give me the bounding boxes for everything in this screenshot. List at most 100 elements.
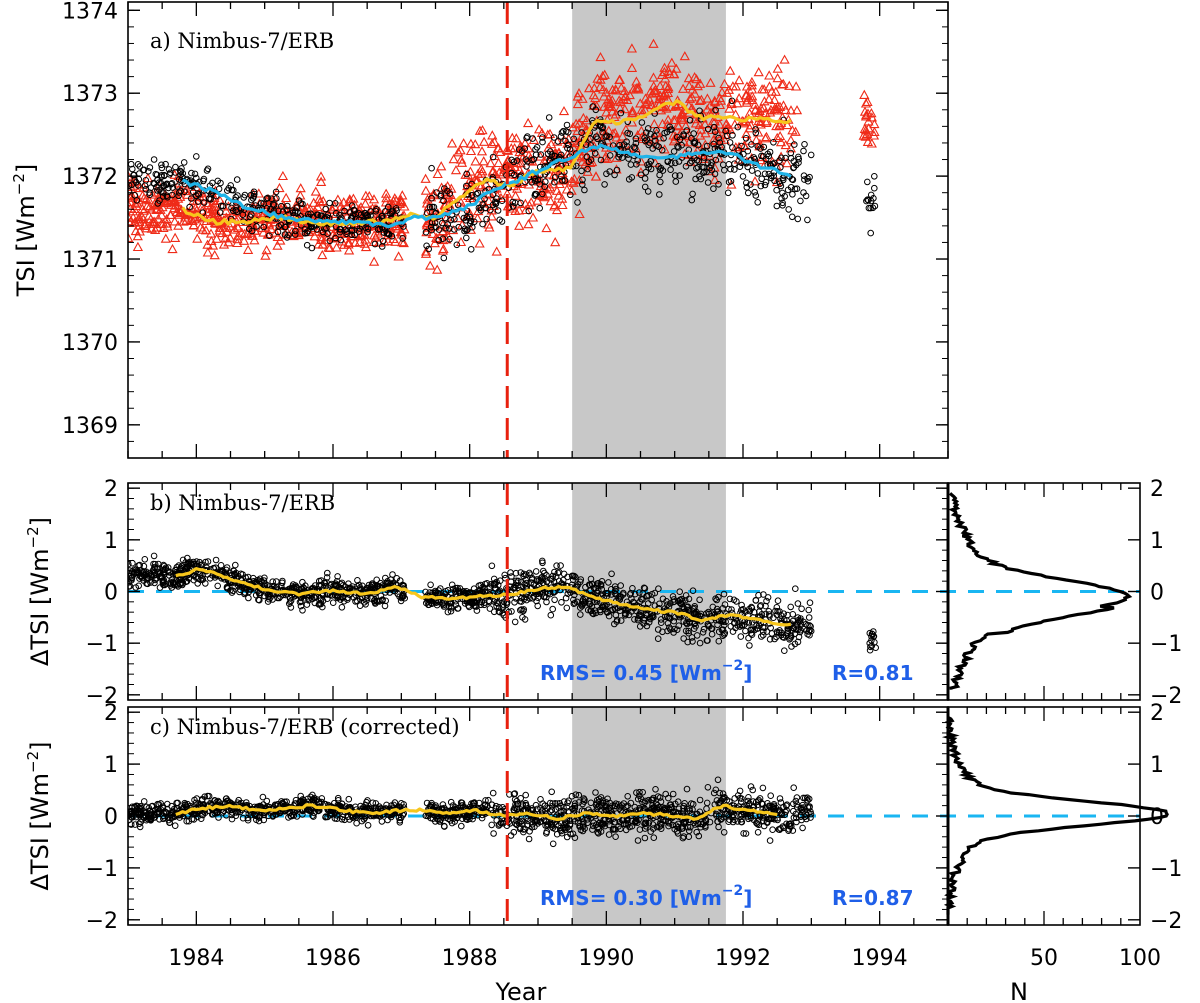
delta-point (767, 792, 775, 800)
tsi-triangle (568, 177, 579, 187)
reference-point (229, 207, 237, 214)
delta-point (232, 561, 239, 569)
delta-point (197, 815, 205, 823)
tsi-triangle (195, 222, 206, 232)
reference-point (172, 163, 179, 171)
reference-point (579, 181, 586, 188)
tsi-triangle (141, 193, 152, 204)
tsi-triangle (313, 239, 324, 249)
delta-point (502, 574, 509, 582)
delta-point (648, 613, 656, 620)
tsi-triangle (214, 225, 225, 235)
delta-point (674, 824, 682, 831)
delta-point (730, 596, 738, 604)
reference-point (289, 209, 297, 216)
reference-point (602, 133, 610, 141)
reference-point (313, 226, 321, 233)
delta-point (490, 830, 497, 837)
tsi-triangle (577, 93, 588, 103)
delta-point (691, 610, 698, 617)
delta-point (495, 608, 503, 615)
delta-point (738, 811, 745, 819)
delta-point (618, 817, 626, 824)
delta-point (319, 597, 327, 605)
reference-point (428, 226, 436, 234)
reference-point (615, 153, 622, 161)
delta-point (439, 600, 446, 608)
tsi-triangle (477, 124, 488, 135)
reference-point (731, 160, 738, 167)
tsi-triangle (583, 82, 595, 93)
delta-point (323, 579, 330, 586)
delta-point (513, 577, 520, 585)
reference-point (570, 135, 578, 143)
tsi-triangle (758, 84, 770, 94)
delta-point (204, 558, 212, 565)
reference-point (175, 189, 183, 196)
reference-point (446, 190, 454, 197)
tsi-triangle (692, 80, 703, 91)
reference-point (551, 178, 558, 186)
tsi-triangle (202, 247, 213, 257)
reference-point (187, 182, 195, 190)
delta-point (169, 580, 177, 587)
tsi-triangle (495, 146, 506, 156)
tsi-triangle (190, 212, 201, 222)
delta-point (866, 639, 874, 647)
reference-point (800, 147, 807, 155)
reference-point (564, 144, 571, 152)
reference-point (270, 201, 278, 209)
delta-point (575, 791, 583, 799)
reference-point (558, 129, 566, 136)
delta-point (144, 815, 152, 823)
delta-point (767, 624, 775, 632)
tsi-triangle (310, 186, 321, 196)
reference-point (633, 161, 640, 168)
delta-point (488, 562, 496, 570)
delta-point (737, 633, 745, 640)
reference-point (150, 156, 158, 163)
delta-point (871, 639, 878, 646)
delta-point (357, 586, 364, 593)
delta-point (755, 622, 763, 630)
reference-point (674, 143, 681, 150)
delta-point (580, 818, 587, 826)
reference-point (336, 211, 343, 219)
delta-point (765, 608, 773, 615)
tsi-triangle (749, 176, 761, 186)
delta-point (585, 597, 593, 605)
tsi-triangle (220, 205, 232, 215)
reference-point (336, 228, 344, 236)
tsi-triangle (616, 82, 627, 92)
delta-point (789, 611, 797, 618)
tsi-triangle (780, 139, 791, 150)
tsi-triangle (511, 133, 522, 143)
tsi-triangle (355, 201, 367, 212)
reference-point (150, 179, 157, 187)
delta-point (572, 791, 580, 799)
reference-point (658, 146, 666, 154)
tsi-triangle (474, 238, 485, 248)
tsi-triangle (272, 231, 283, 242)
tsi-triangle (548, 179, 559, 189)
delta-point (636, 589, 643, 596)
tsi-triangle (180, 185, 192, 196)
tsi-triangle (501, 144, 512, 155)
reference-point (788, 213, 796, 221)
tsi-triangle (395, 196, 406, 206)
delta-point (787, 634, 794, 642)
delta-point (373, 576, 381, 584)
reference-point (362, 210, 369, 217)
tsi-triangle (456, 157, 468, 167)
reference-point (466, 213, 474, 221)
tsi-triangle (787, 125, 798, 135)
reference-point (272, 188, 280, 196)
delta-point (359, 582, 366, 590)
delta-point (640, 584, 648, 592)
reference-point (431, 219, 439, 227)
tsi-triangle (763, 93, 775, 104)
reference-point (131, 192, 139, 199)
tsi-triangle (790, 81, 802, 91)
tsi-triangle (532, 195, 543, 205)
delta-point (627, 799, 635, 807)
